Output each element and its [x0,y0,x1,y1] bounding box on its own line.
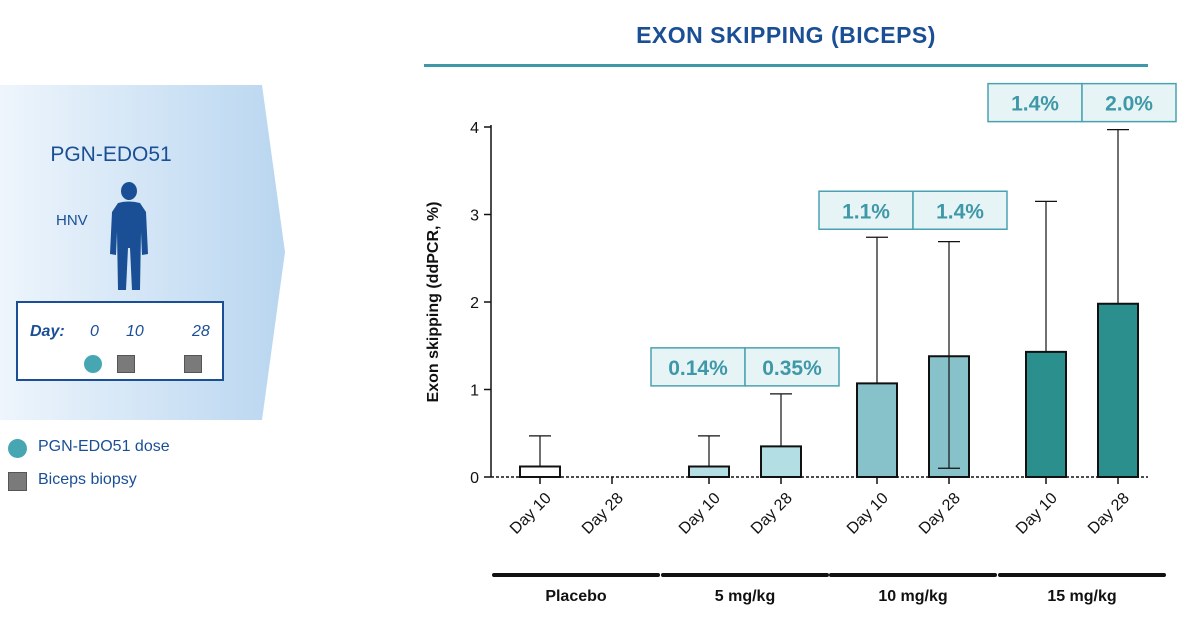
y-tick-label: 2 [470,295,479,312]
bar [1025,350,1067,478]
annotation-value: 0.35% [762,357,822,380]
x-tick-label: Day 28 [1085,490,1133,538]
bar [760,445,802,478]
group-label: 15 mg/kg [1047,588,1116,605]
y-tick-label: 1 [470,383,479,400]
annotation-value: 2.0% [1105,93,1153,116]
annotation-value: 1.4% [936,200,984,223]
x-tick-label: Day 28 [579,490,627,538]
day-value-28: 28 [192,323,210,340]
bar [856,382,898,478]
group-label: Placebo [545,588,607,605]
annotation-box [987,82,1083,123]
biopsy-marker-icon-day10 [117,355,135,373]
bar [688,465,730,478]
annotation-box [1081,82,1177,123]
chart-title: EXON SKIPPING (BICEPS) [636,22,936,48]
bar [519,465,561,478]
y-tick-label: 0 [470,470,479,487]
day-value-10: 10 [126,323,144,340]
bar [1097,302,1139,478]
drug-name: PGN-EDO51 [50,143,172,166]
legend-label: PGN-EDO51 dose [38,438,170,455]
biopsy-marker-icon-day28 [184,355,202,373]
x-tick-label: Day 10 [676,490,724,538]
day-value-0: 0 [90,323,99,340]
person-icon [110,182,148,290]
dose-marker-icon [84,355,102,373]
x-tick-label: Day 10 [507,490,555,538]
y-tick-label: 3 [470,208,479,225]
gray-square-icon [8,472,27,491]
annotation-box [650,347,746,387]
x-tick-label: Day 10 [844,490,892,538]
day-label: Day: [30,323,65,340]
subject-label: HNV [56,212,88,229]
y-tick-label: 4 [470,120,479,137]
annotation-box [818,190,914,230]
x-tick-label: Day 28 [748,490,796,538]
schedule-box: Day: 0 10 28 [16,301,224,381]
x-tick-label: Day 10 [1013,490,1061,538]
study-design-panel: PGN-EDO51 HNV Day: 0 10 28 PGN-EDO51 dos… [0,0,300,620]
annotation-value: 1.1% [842,200,890,223]
x-tick-label: Day 28 [916,490,964,538]
group-label: 5 mg/kg [715,588,775,605]
annotation-box [744,347,840,387]
y-axis-label: Exon skipping (ddPCR, %) [425,202,442,403]
group-label: 10 mg/kg [878,588,947,605]
annotation-value: 1.4% [1011,93,1059,116]
annotation-box [912,190,1008,230]
legend-label: Biceps biopsy [38,471,137,488]
annotation-value: 0.14% [668,357,728,380]
teal-circle-icon [8,439,27,458]
title-rule [424,64,1148,67]
